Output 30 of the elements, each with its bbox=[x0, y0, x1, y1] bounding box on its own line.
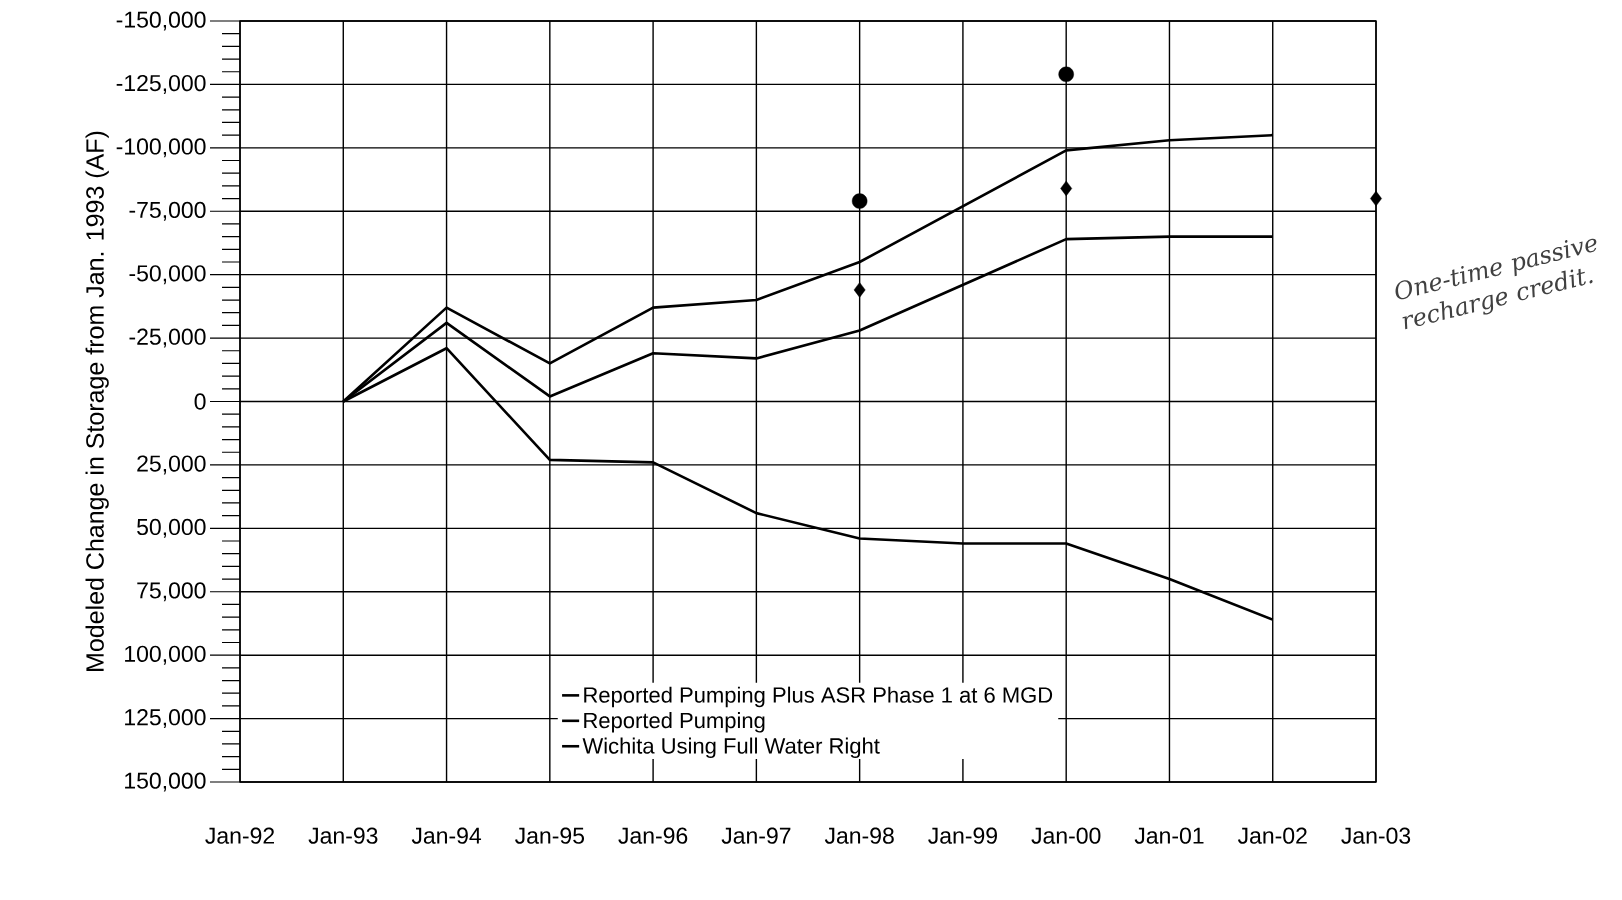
y-tick-label: -50,000 bbox=[129, 265, 206, 285]
x-tick-label: Jan-94 bbox=[411, 827, 482, 844]
y-tick-label: 75,000 bbox=[137, 582, 206, 602]
x-tick-label: Jan-97 bbox=[721, 827, 791, 844]
x-tick-label: Jan-98 bbox=[824, 827, 894, 844]
y-axis-title: Modeled Change in Storage from Jan. 1993 (AF) bbox=[85, 131, 109, 671]
x-tick-label: Jan-92 bbox=[205, 827, 275, 844]
x-tick-label: Jan-00 bbox=[1031, 827, 1101, 844]
x-tick-label: Jan-01 bbox=[1134, 827, 1204, 844]
y-tick-label: 25,000 bbox=[137, 455, 206, 475]
y-tick-label: 0 bbox=[194, 393, 206, 410]
x-tick-label: Jan-95 bbox=[515, 827, 585, 844]
y-tick-label: 150,000 bbox=[125, 772, 206, 792]
x-tick-label: Jan-93 bbox=[308, 827, 378, 844]
legend-label: Wichita Using Full Water Right bbox=[582, 737, 880, 759]
y-tick-label: -100,000 bbox=[116, 138, 206, 158]
x-tick-label: Jan-03 bbox=[1341, 827, 1411, 844]
text: One-time passive recharge credit. bbox=[1395, 238, 1597, 330]
x-tick-label: Jan-96 bbox=[618, 827, 688, 844]
y-tick-label: 125,000 bbox=[125, 709, 206, 729]
y-tick-label: -125,000 bbox=[116, 74, 206, 94]
y-tick-label: -75,000 bbox=[129, 201, 206, 221]
legend-label: Reported Pumping Plus ASR Phase 1 at 6 MGD bbox=[584, 686, 1053, 708]
x-tick-label: Jan-02 bbox=[1237, 827, 1307, 844]
y-tick-label: 100,000 bbox=[125, 645, 206, 665]
x-tick-label: Jan-99 bbox=[928, 827, 997, 844]
y-tick-label: -150,000 bbox=[116, 11, 206, 31]
y-tick-label: 50,000 bbox=[137, 518, 206, 538]
y-tick-label: -25,000 bbox=[129, 328, 206, 348]
legend-label: Reported Pumping bbox=[584, 712, 765, 733]
